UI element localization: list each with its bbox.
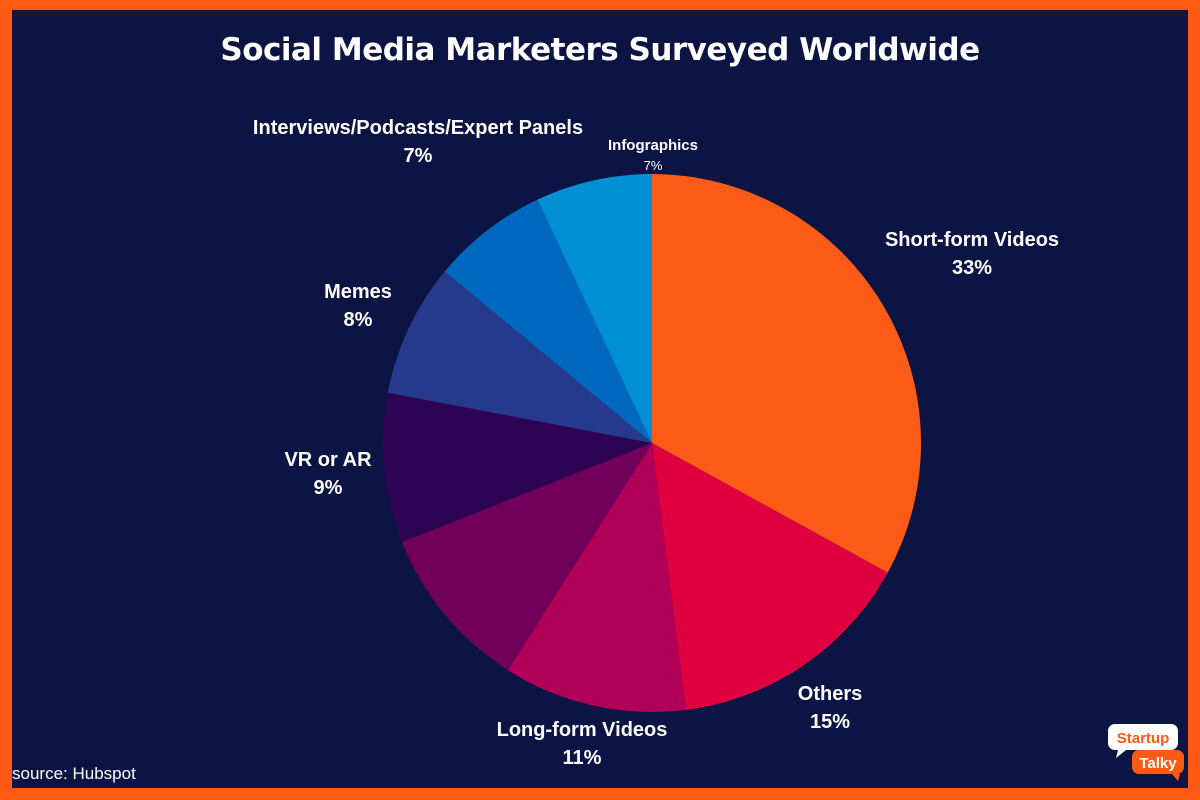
slice-label: VR or AR xyxy=(284,449,372,471)
pie-slice xyxy=(537,174,652,443)
pie-chart: Short-form Videos 33% Others 15% Long-form V… xyxy=(253,117,1059,769)
slice-value-label: 15% xyxy=(810,711,850,733)
startuptalky-logo: Startup Talky xyxy=(1108,724,1184,781)
slice-value-label: 8% xyxy=(344,309,373,331)
slice-label: Long-form Videos xyxy=(497,719,668,741)
slice-value-label: 33% xyxy=(952,257,992,279)
chart-frame: Social Media Marketers Surveyed Worldwid… xyxy=(12,10,1188,788)
logo-line2: Talky xyxy=(1139,755,1177,772)
pie-slice xyxy=(652,443,888,710)
slice-value-label: 7% xyxy=(644,158,663,173)
pie-slice xyxy=(387,271,652,443)
source-note: source: Hubspot xyxy=(12,764,136,783)
slice-label: Memes xyxy=(324,281,392,303)
pie-slice xyxy=(507,443,686,713)
slice-label: Infographics xyxy=(608,137,698,154)
pie-slice xyxy=(652,174,922,573)
slice-label: Short-form Videos xyxy=(885,229,1059,251)
chart-title: Social Media Marketers Surveyed Worldwid… xyxy=(220,32,980,68)
slice-label: Interviews/Podcasts/Expert Panels xyxy=(253,117,583,139)
slice-value-label: 7% xyxy=(404,145,433,167)
slice-label: Others xyxy=(798,683,862,705)
pie-slice xyxy=(401,443,652,671)
logo-line1: Startup xyxy=(1117,730,1170,747)
slice-value-label: 9% xyxy=(314,477,343,499)
pie-slice xyxy=(382,392,652,543)
pie-slice xyxy=(444,199,652,443)
slice-value-label: 11% xyxy=(563,747,602,769)
